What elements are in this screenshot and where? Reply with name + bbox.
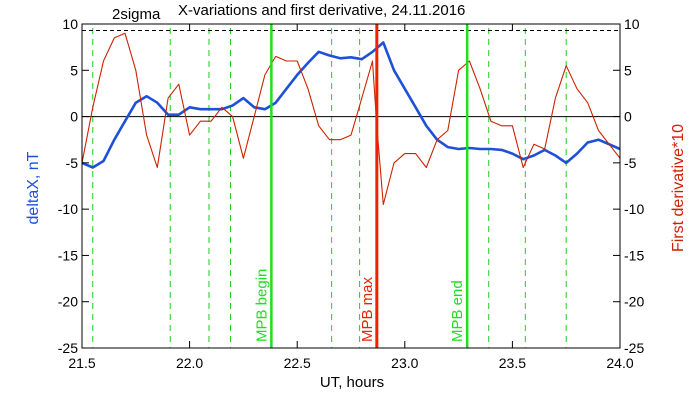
y-tick-label-left-2: 0 bbox=[70, 109, 78, 125]
chart-subtitle: 2sigma bbox=[112, 6, 161, 23]
y-tick-label-left-4: -10 bbox=[58, 201, 78, 217]
y-tick-label-right-5: -15 bbox=[624, 247, 644, 263]
x-tick-label-3: 23.0 bbox=[391, 355, 418, 371]
series-line-deltax bbox=[81, 41, 621, 169]
marker-label-2: MPB end bbox=[449, 280, 466, 342]
x-tick-label-0: 21.5 bbox=[68, 355, 95, 371]
plot-frame bbox=[81, 23, 621, 349]
y-tick-label-right-6: -20 bbox=[624, 294, 644, 310]
chart-title: X-variations and first derivative, 24.11… bbox=[178, 2, 465, 19]
y-tick-label-right-0: 10 bbox=[624, 16, 640, 32]
y-tick-label-left-1: 5 bbox=[70, 62, 78, 78]
y-tick-label-right-1: 5 bbox=[624, 62, 632, 78]
x-tick-label-1: 22.0 bbox=[176, 355, 203, 371]
y-tick-label-right-7: -25 bbox=[624, 340, 644, 356]
y-tick-label-right-2: 0 bbox=[624, 109, 632, 125]
x-tick-label-5: 24.0 bbox=[606, 355, 633, 371]
y-tick-label-left-6: -20 bbox=[58, 294, 78, 310]
y-tick-label-left-5: -15 bbox=[58, 247, 78, 263]
marker-label-1: MPB max bbox=[359, 276, 376, 342]
y-tick-label-left-3: -5 bbox=[66, 155, 79, 171]
marker-label-0: MPB begin bbox=[253, 269, 270, 342]
x-tick-label-4: 23.5 bbox=[499, 355, 526, 371]
y-axis-label-left: deltaX, nT bbox=[25, 151, 42, 224]
series-line-derivative bbox=[81, 32, 621, 206]
y-tick-label-right-4: -10 bbox=[624, 201, 644, 217]
y-tick-label-left-7: -25 bbox=[58, 340, 78, 356]
x-tick-label-2: 22.5 bbox=[284, 355, 311, 371]
y-axis-label-right: First derivative*10 bbox=[670, 124, 687, 252]
x-axis-label: UT, hours bbox=[320, 374, 384, 391]
y-tick-label-right-3: -5 bbox=[624, 155, 637, 171]
y-tick-label-left-0: 10 bbox=[62, 16, 78, 32]
